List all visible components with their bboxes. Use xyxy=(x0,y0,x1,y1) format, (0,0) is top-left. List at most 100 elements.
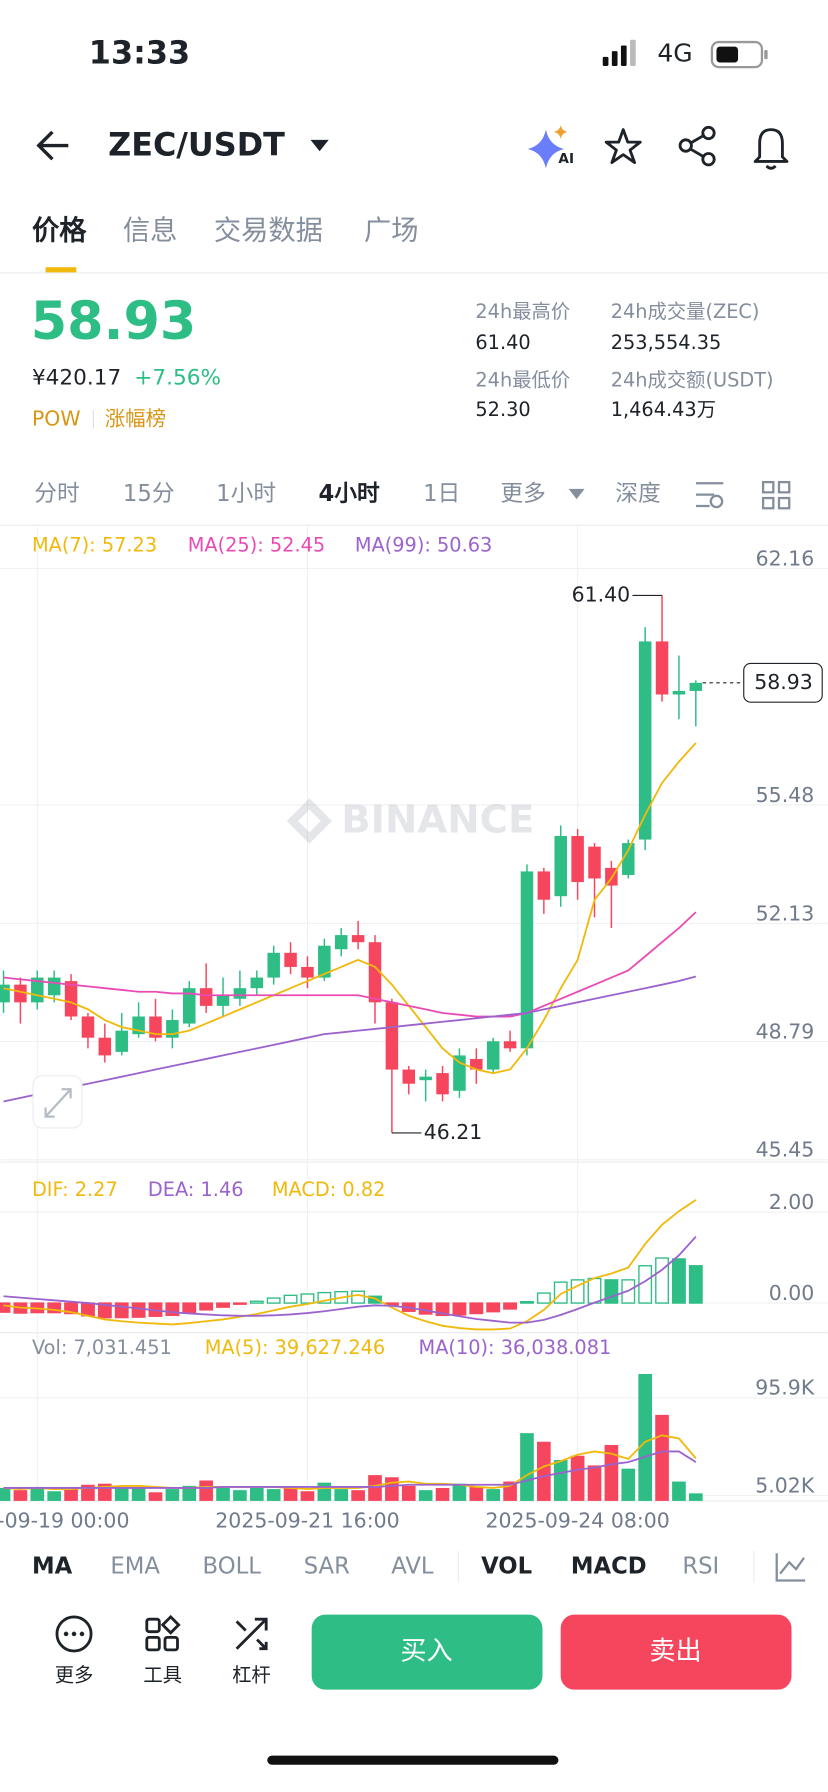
macd-bar xyxy=(520,1301,534,1304)
volume-bar xyxy=(283,1486,298,1501)
action-label: 更多 xyxy=(55,1664,94,1687)
volume-bar xyxy=(469,1486,484,1501)
indicator[interactable]: SAR xyxy=(304,1553,350,1579)
volume-bar xyxy=(13,1490,28,1501)
macd-bar xyxy=(300,1293,315,1304)
indicator[interactable]: AVL xyxy=(391,1553,434,1579)
volume-bar xyxy=(435,1488,450,1501)
candle-body xyxy=(98,1037,112,1056)
interval[interactable]: 1日 xyxy=(423,481,460,507)
change: +7.56% xyxy=(134,366,221,391)
ma-line xyxy=(3,975,697,1103)
network: 4G xyxy=(657,39,692,68)
macd-bar xyxy=(114,1302,129,1319)
volume-bar xyxy=(182,1485,197,1501)
back-button[interactable] xyxy=(36,130,69,161)
indicator[interactable]: MA xyxy=(32,1553,73,1579)
volume-bar xyxy=(604,1444,619,1501)
candle-body xyxy=(351,935,365,943)
macd-bar xyxy=(182,1302,197,1314)
buy-button[interactable]: 买入 xyxy=(311,1614,543,1690)
interval[interactable]: 分时 xyxy=(34,481,79,507)
home-indicator xyxy=(267,1755,559,1765)
macd-line xyxy=(3,1236,697,1324)
interval[interactable]: 1小时 xyxy=(216,481,276,507)
tab[interactable]: 价格 xyxy=(32,215,87,246)
watermark: BINANCE xyxy=(286,798,534,844)
volume-bar xyxy=(672,1481,686,1501)
y-tick-label: 5.02K xyxy=(755,1473,815,1497)
stat-value: 253,554.35 xyxy=(611,331,722,354)
volume-bar xyxy=(418,1490,433,1501)
macd-bar xyxy=(671,1258,686,1304)
layout-button[interactable] xyxy=(761,480,791,510)
candle-body xyxy=(183,988,196,1024)
volume-bar xyxy=(520,1433,534,1501)
leverage-action[interactable]: 杠杆 xyxy=(232,1617,271,1687)
macd-bar xyxy=(232,1302,247,1305)
signal xyxy=(602,39,636,66)
indicator[interactable]: MACD xyxy=(571,1553,647,1579)
sell-button[interactable]: 卖出 xyxy=(560,1614,792,1690)
tab[interactable]: 信息 xyxy=(123,215,178,246)
volume-bar xyxy=(401,1485,416,1501)
volume-bar xyxy=(351,1490,365,1501)
volume-bar xyxy=(570,1455,585,1501)
volume-bar xyxy=(131,1488,146,1501)
candle-body xyxy=(301,966,314,978)
candle-body xyxy=(64,981,78,1017)
macd-bar xyxy=(570,1279,585,1304)
candle-body xyxy=(453,1055,466,1091)
candle-body xyxy=(14,984,27,1003)
pair-title[interactable]: ZEC/USDT xyxy=(108,126,285,164)
tab[interactable]: 交易数据 xyxy=(214,215,323,246)
tab[interactable]: 广场 xyxy=(364,215,419,246)
volume-bar xyxy=(688,1493,703,1501)
interval[interactable]: 4小时 xyxy=(318,481,380,507)
legend-entry: Vol: 7,031.451 xyxy=(32,1336,172,1359)
tag[interactable]: POW xyxy=(32,407,81,431)
more-action[interactable]: 更多 xyxy=(55,1615,94,1687)
candle-body xyxy=(419,1076,432,1081)
clock: 13:33 xyxy=(89,34,190,72)
ma-line xyxy=(3,742,697,1075)
indicator[interactable]: RSI xyxy=(682,1553,719,1579)
macd-bar xyxy=(0,1302,11,1313)
volume-bar xyxy=(621,1468,636,1501)
tools-action[interactable]: 工具 xyxy=(143,1614,182,1687)
more-dropdown[interactable] xyxy=(568,488,585,500)
stat-value: 61.40 xyxy=(475,331,530,354)
indicator-settings[interactable] xyxy=(775,1553,806,1582)
macd-bar xyxy=(368,1295,382,1304)
indicator[interactable]: VOL xyxy=(481,1553,532,1579)
volume-bar xyxy=(385,1477,399,1501)
x-tick-label: 2025-09-21 16:00 xyxy=(215,1508,399,1532)
indicator[interactable]: BOLL xyxy=(203,1553,262,1579)
candle-body xyxy=(655,641,669,695)
volume-bar xyxy=(638,1373,652,1501)
candle-body xyxy=(284,952,297,967)
y-tick-label: 55.48 xyxy=(756,783,815,807)
macd-bar xyxy=(655,1257,669,1304)
legend-entry: MA(99): 50.63 xyxy=(355,533,492,556)
tag[interactable]: 涨幅榜 xyxy=(105,407,166,431)
candle-body xyxy=(250,977,264,989)
favorite-button[interactable] xyxy=(604,128,642,165)
candle-body xyxy=(486,1041,500,1070)
interval[interactable]: 更多 xyxy=(500,481,545,507)
interval[interactable]: 15分 xyxy=(123,481,175,507)
legend-entry: MA(25): 52.45 xyxy=(188,533,325,556)
legend-entry: DEA: 1.46 xyxy=(148,1178,244,1201)
indicator[interactable]: EMA xyxy=(110,1553,160,1579)
settings-button[interactable] xyxy=(695,482,724,509)
share-button[interactable] xyxy=(678,125,716,167)
y-tick-label: 0.00 xyxy=(769,1281,815,1305)
volume-ma-line xyxy=(3,1434,697,1491)
pair-dropdown[interactable] xyxy=(310,139,329,152)
candle-body xyxy=(199,988,213,1006)
macd-bar xyxy=(283,1294,298,1304)
interval[interactable]: 深度 xyxy=(615,481,660,507)
alert-button[interactable] xyxy=(753,128,789,170)
expand-button[interactable] xyxy=(32,1075,83,1129)
ai-button[interactable]: AI xyxy=(527,125,574,169)
